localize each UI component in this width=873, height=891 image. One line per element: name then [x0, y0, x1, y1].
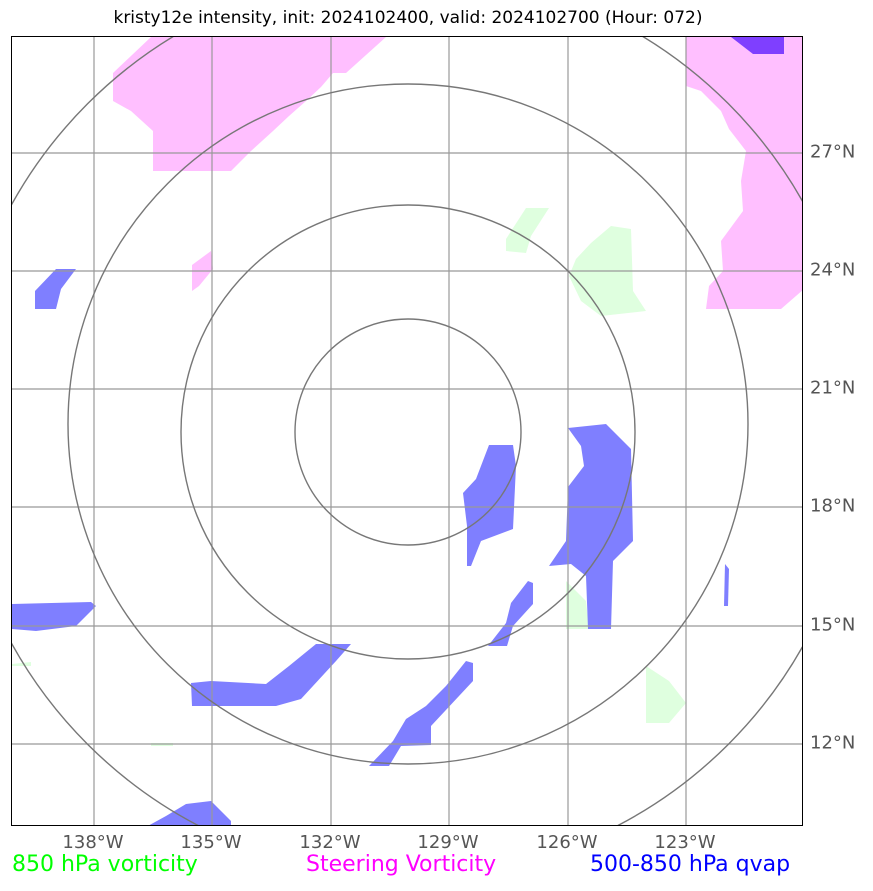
- qvap-area: [369, 661, 473, 766]
- legend-qvap: 500-850 hPa qvap: [590, 852, 791, 877]
- legend-steering-vorticity: Steering Vorticity: [306, 852, 497, 877]
- range-ring-outer: [67, 83, 749, 765]
- qvap-layer: [12, 269, 729, 825]
- lon-label-126w: 126°W: [536, 832, 598, 853]
- qvap-area: [12, 602, 96, 631]
- lon-label-129w: 129°W: [417, 832, 479, 853]
- map-panel: [11, 36, 803, 826]
- qvap-area: [35, 269, 76, 309]
- steering-vorticity-peak: [731, 37, 784, 54]
- lon-label-123w: 123°W: [654, 832, 716, 853]
- lon-label-138w: 138°W: [62, 832, 124, 853]
- range-ring-outermost: [12, 37, 802, 825]
- lat-label-24n: 24°N: [810, 259, 856, 281]
- vorticity-area: [566, 581, 589, 629]
- qvap-area: [149, 801, 231, 825]
- lon-label-132w: 132°W: [299, 832, 361, 853]
- lat-label-12n: 12°N: [810, 732, 856, 754]
- range-ring-inner: [294, 318, 522, 546]
- vorticity-area: [646, 666, 686, 723]
- qvap-area: [463, 445, 516, 566]
- steering-vorticity-area: [113, 37, 386, 171]
- graticule: [12, 37, 802, 825]
- map-canvas: [12, 37, 802, 825]
- lat-label-18n: 18°N: [810, 495, 856, 517]
- legend-850-vorticity: 850 hPa vorticity: [12, 852, 198, 877]
- map-title: kristy12e intensity, init: 2024102400, v…: [113, 8, 703, 28]
- lat-label-27n: 27°N: [810, 141, 856, 163]
- steering-vorticity-layer: [113, 37, 802, 309]
- lat-label-15n: 15°N: [810, 614, 856, 636]
- steering-vorticity-area: [686, 37, 802, 309]
- lat-label-21n: 21°N: [810, 377, 856, 399]
- vorticity-area: [506, 208, 549, 253]
- range-rings: [12, 37, 802, 825]
- qvap-area: [191, 644, 351, 706]
- qvap-area: [724, 564, 729, 606]
- range-ring-middle: [180, 204, 636, 660]
- vorticity-area: [12, 662, 31, 666]
- qvap-area: [549, 424, 633, 629]
- qvap-area: [488, 581, 533, 646]
- lon-label-135w: 135°W: [180, 832, 242, 853]
